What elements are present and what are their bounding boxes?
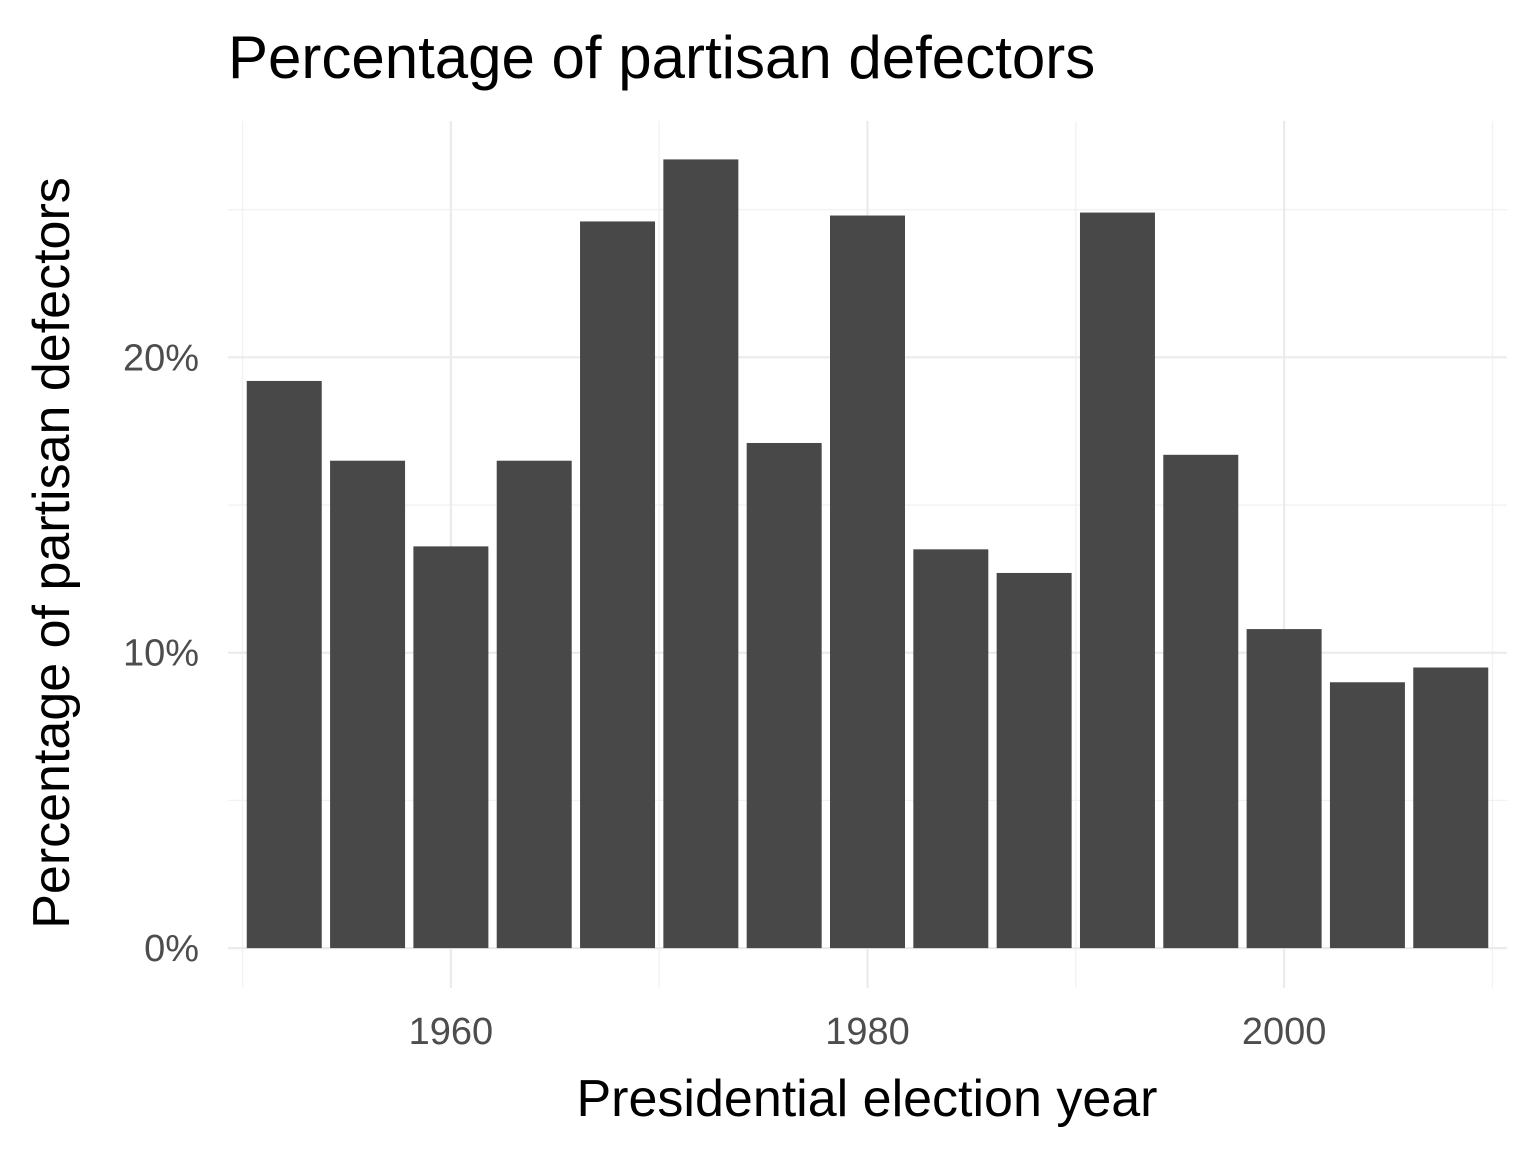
bar-1956 <box>330 460 406 949</box>
x-tick-label: 2000 <box>1242 1011 1327 1053</box>
chart-title: Percentage of partisan defectors <box>228 24 1095 91</box>
bars <box>246 159 1489 949</box>
bar-1968 <box>580 221 656 949</box>
bar-1980 <box>830 215 905 949</box>
bar-1972 <box>663 159 739 949</box>
x-axis-ticks: 1960 1980 2000 <box>409 1011 1327 1053</box>
bar-1996 <box>1163 454 1239 949</box>
y-tick-label: 0% <box>144 928 199 970</box>
bar-1992 <box>1079 212 1155 949</box>
bar-1964 <box>496 460 572 949</box>
bar-2000 <box>1246 629 1322 949</box>
y-tick-label: 20% <box>123 337 199 379</box>
x-tick-label: 1980 <box>825 1011 910 1053</box>
bar-1984 <box>913 549 989 949</box>
bar-2004 <box>1329 682 1405 949</box>
x-axis-title: Presidential election year <box>577 1070 1158 1128</box>
bar-1976 <box>746 442 822 949</box>
bar-1960 <box>413 546 489 949</box>
y-axis-ticks: 0% 10% 20% <box>123 337 199 970</box>
bar-2008 <box>1413 667 1489 949</box>
bar-1952 <box>246 380 322 949</box>
x-tick-label: 1960 <box>409 1011 494 1053</box>
y-tick-label: 10% <box>123 633 199 675</box>
bar-1988 <box>996 572 1072 949</box>
y-axis-title: Percentage of partisan defectors <box>23 177 81 929</box>
